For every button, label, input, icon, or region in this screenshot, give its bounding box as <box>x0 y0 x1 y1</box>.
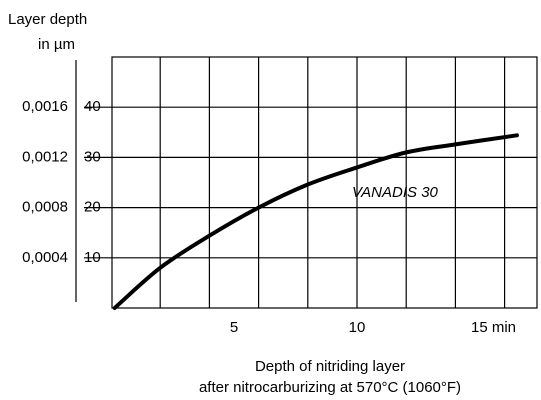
x-tick-label: 10 <box>349 319 366 336</box>
y2-tick-label: 0,0016 <box>22 98 68 115</box>
x-tick-label: 5 <box>230 319 238 336</box>
y2-tick-label: 0,0004 <box>22 249 68 266</box>
y2-tick-label: 0,0012 <box>22 148 68 165</box>
y2-tick-label: 0,0008 <box>22 199 68 216</box>
x-tick-label: 15 min <box>471 319 516 336</box>
x-axis-subtitle: after nitrocarburizing at 570°C (1060°F) <box>199 379 461 396</box>
series-label: VANADIS 30 <box>352 184 439 201</box>
y-axis-unit: in µm <box>38 36 75 53</box>
plot-frame <box>111 56 538 309</box>
line-series <box>112 133 519 310</box>
x-axis-title: Depth of nitriding layer <box>255 358 405 375</box>
y-axis-title: Layer depth <box>8 11 87 28</box>
